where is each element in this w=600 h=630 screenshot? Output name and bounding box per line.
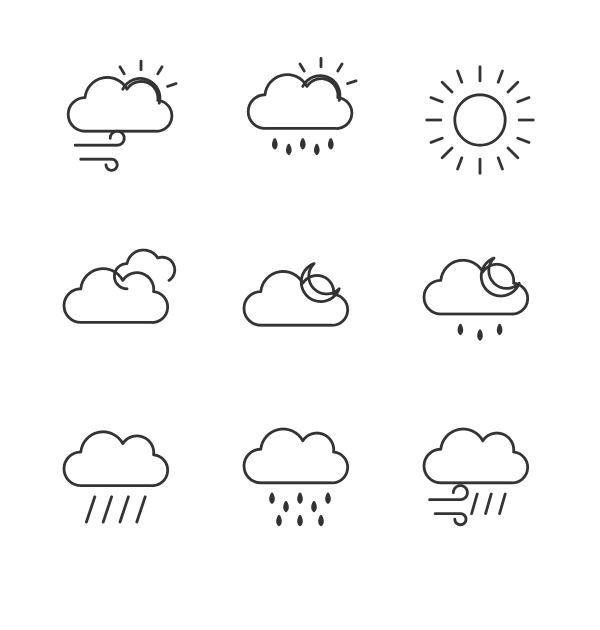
icon-cell [390,30,570,210]
partly-cloudy-drizzle-icon [230,50,370,190]
icon-cell [390,210,570,390]
cloudy-icon [50,230,190,370]
rain-wind-icon [410,410,550,550]
icon-cell [210,210,390,390]
night-rain-icon [410,230,550,370]
icon-cell [30,210,210,390]
cloudy-night-icon [230,230,370,370]
drizzle-icon [230,410,370,550]
weather-icon-grid [30,30,570,570]
icon-cell [210,390,390,570]
icon-cell [30,30,210,210]
rain-heavy-icon [50,410,190,550]
icon-cell [210,30,390,210]
partly-cloudy-windy-icon [50,50,190,190]
icon-cell [30,390,210,570]
icon-cell [390,390,570,570]
sunny-icon [410,50,550,190]
